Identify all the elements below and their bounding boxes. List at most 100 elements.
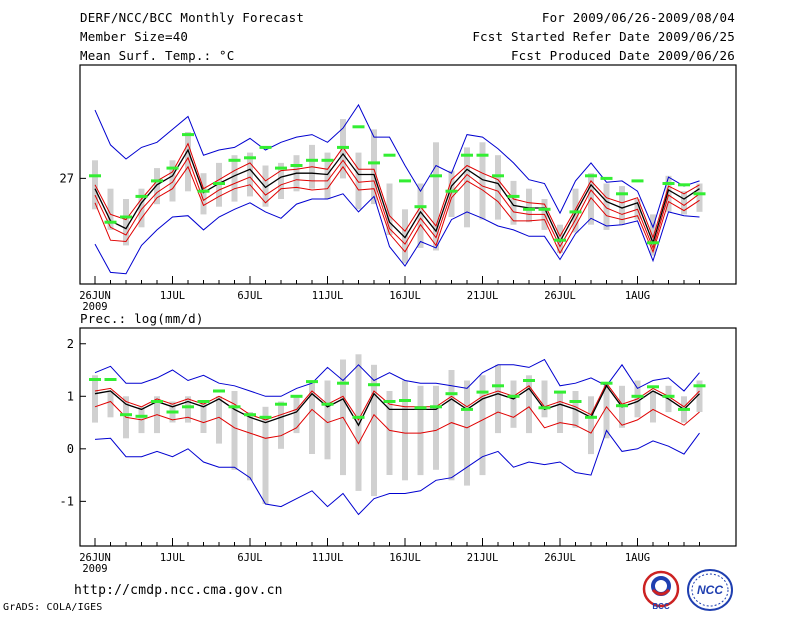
temp-marker (104, 220, 117, 224)
temp-spread-bar (231, 155, 238, 202)
prec-spread-bar (526, 375, 532, 434)
prec-marker (631, 394, 644, 398)
temp-spread-bar (696, 183, 703, 212)
temp-marker (662, 182, 675, 185)
temp-marker (228, 158, 241, 162)
temp-marker (554, 238, 566, 242)
temp-line-mean (94, 148, 700, 245)
bcc-logo: BCC (642, 570, 680, 611)
prec-spread-bar (216, 396, 222, 444)
temp-line-max (94, 103, 700, 229)
prec-xtick-label: 6JUL (237, 552, 262, 564)
temp-marker (151, 179, 163, 183)
prec-ytick-label: 0 (67, 442, 74, 456)
prec-spread-bar (495, 364, 501, 434)
prec-marker (213, 389, 225, 393)
prec-spread-bar (588, 396, 594, 455)
bcc-logo-text: BCC (652, 602, 670, 611)
source-url[interactable]: http://cmdp.ncc.cma.gov.cn (74, 583, 283, 598)
forecast-period: For 2009/06/26-2009/08/04 (541, 10, 735, 25)
temp-marker (445, 189, 458, 193)
prec-spread-bar (324, 380, 331, 460)
temp-marker (476, 153, 489, 157)
temp-spread-bar (650, 214, 656, 256)
prec-marker (197, 400, 210, 403)
temp-spread-bar (200, 173, 207, 215)
prec-marker (368, 383, 380, 387)
temp-marker (414, 205, 427, 209)
temp-spread-bar (247, 152, 253, 197)
prec-spread-bar (262, 406, 269, 504)
temp-spread-bar (107, 188, 114, 230)
prec-marker (507, 394, 520, 398)
temp-marker (569, 210, 582, 214)
temp-marker (135, 194, 148, 198)
temp-spread-bar (681, 191, 687, 215)
temp-marker (182, 133, 194, 137)
prec-marker (244, 413, 256, 417)
prec-xtick-label: 16JUL (389, 552, 421, 564)
refer-date: Fcst Started Refer Date 2009/06/25 (472, 29, 735, 44)
temp-marker (538, 207, 551, 211)
prec-marker (430, 405, 442, 409)
temp-xtick-label: 11JUL (312, 290, 344, 302)
prec-spread-bar (402, 380, 408, 481)
temp-marker (368, 161, 380, 165)
prec-line-lower_red (94, 400, 700, 445)
prec-spread-bar (309, 380, 315, 454)
temp-spread-bar (479, 142, 486, 220)
temp-spread-bar (324, 152, 331, 199)
prec-marker (616, 404, 628, 408)
prec-xtick-label: 26JUN (79, 552, 111, 564)
temp-marker (399, 179, 411, 183)
prec-marker (538, 406, 551, 410)
prec-ytick-label: 1 (67, 389, 74, 403)
prec-xtick-label: 26JUL (544, 552, 576, 564)
prec-marker (259, 415, 272, 419)
prec-frame (79, 327, 737, 547)
temp-marker (306, 158, 318, 162)
temp-xtick-label: 26JUL (544, 290, 576, 302)
prec-marker (600, 381, 613, 385)
temp-spread-bar (169, 160, 176, 202)
temp-frame (79, 64, 737, 285)
prec-marker (693, 384, 706, 388)
temp-xtick-label: 16JUL (389, 290, 421, 302)
prec-ytick-label: -1 (60, 494, 74, 508)
temp-spread-bar (355, 152, 362, 210)
prec-spread-bar (200, 401, 207, 433)
grads-credit: GrADS: COLA/IGES (3, 602, 103, 613)
prec-xtick-label: 1AUG (625, 552, 650, 564)
prec-line-min (94, 429, 700, 516)
prec-xtick-label: 1JUL (160, 552, 185, 564)
temp-spread-bar (123, 199, 129, 246)
temp-xtick-label: 6JUL (237, 290, 262, 302)
temp-spread-bar (185, 132, 191, 192)
prec-marker (445, 392, 458, 396)
temp-ytick-label: 27 (60, 171, 74, 185)
temp-panel: 27 26JUN 1JUL 6JUL 11JUL 16JUL 21JUL 26JUL 1AUG 2… (60, 64, 737, 313)
prec-marker (135, 414, 148, 418)
prec-marker (120, 413, 132, 417)
prec-spread-bar (448, 370, 455, 481)
prec-spread-bar (650, 391, 656, 423)
prec-marker (104, 378, 117, 381)
prec-spread-bar (603, 385, 610, 439)
temp-marker (616, 192, 628, 196)
temp-line-min (94, 193, 700, 275)
prec-spread-bar (92, 375, 98, 423)
temp-marker (693, 192, 706, 196)
prec-marker (275, 402, 287, 406)
temp-line-lower_red (94, 165, 700, 255)
prec-spread-bar (355, 354, 362, 491)
produced-date: Fcst Produced Date 2009/06/26 (510, 48, 735, 63)
temp-marker (352, 125, 365, 129)
temp-line-lower (94, 156, 700, 250)
prec-ytick-label: 2 (67, 337, 74, 351)
prec-marker (321, 402, 334, 406)
prec-xtick-label: 21JUL (467, 552, 499, 564)
prec-spread-bar (696, 380, 703, 412)
temp-xtick-label: 26JUN (79, 290, 111, 302)
prec-panel: 2 1 0 -1 26JUN 1JUL 6JUL 11JUL 16JUL 21JUL 26JUL 1A… (60, 327, 737, 575)
